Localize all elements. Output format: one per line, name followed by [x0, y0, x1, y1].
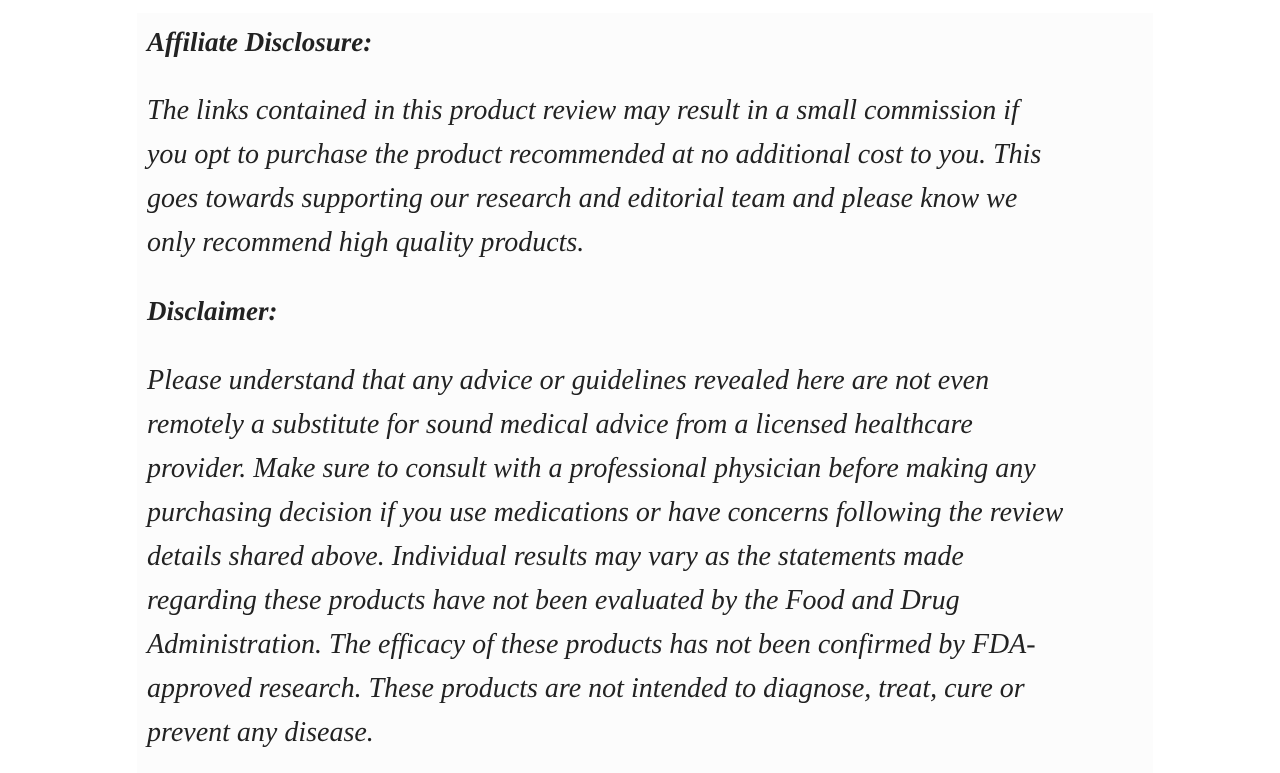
text-line: purchasing decision if you use medicatio… — [147, 497, 1064, 528]
text-line: The links contained in this product revi… — [147, 95, 1019, 126]
disclosure-panel — [137, 13, 1153, 773]
text-line: goes towards supporting our research and… — [147, 183, 1018, 214]
affiliate-disclosure-text: The links contained in this product revi… — [147, 89, 1041, 265]
text-line: prevent any disease. — [147, 717, 374, 748]
text-line: only recommend high quality products. — [147, 227, 585, 258]
text-line: approved research. These products are no… — [147, 673, 1025, 704]
text-line: Administration. The efficacy of these pr… — [147, 629, 1036, 660]
text-line: you opt to purchase the product recommen… — [147, 139, 1042, 170]
disclaimer-text: Please understand that any advice or gui… — [147, 359, 1063, 755]
text-line: details shared above. Individual results… — [147, 541, 964, 572]
text-line: regarding these products have not been e… — [147, 585, 960, 616]
text-line: Please understand that any advice or gui… — [147, 365, 990, 396]
text-line: provider. Make sure to consult with a pr… — [147, 453, 1036, 484]
text-line: remotely a substitute for sound medical … — [147, 409, 973, 440]
affiliate-disclosure-heading: Affiliate Disclosure: — [147, 27, 373, 57]
disclaimer-heading: Disclaimer: — [147, 296, 278, 326]
